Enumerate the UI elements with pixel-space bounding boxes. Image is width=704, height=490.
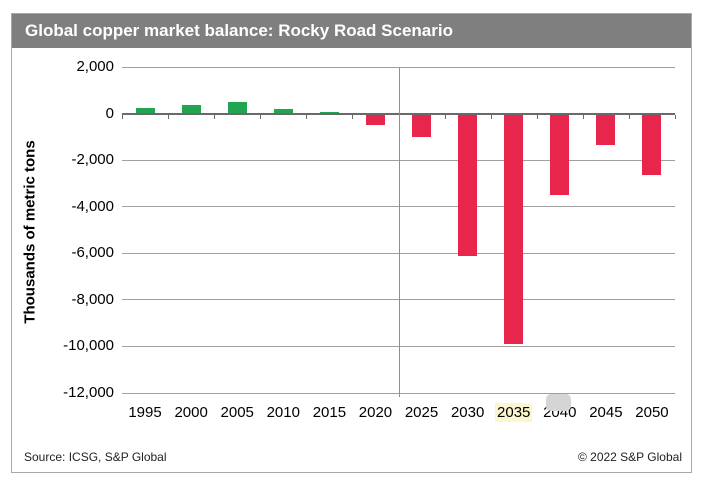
cursor-artifact [546, 394, 571, 411]
chart-title-bar: Global copper market balance: Rocky Road… [12, 14, 691, 48]
chart-card: Global copper market balance: Rocky Road… [11, 13, 692, 473]
copyright-note: © 2022 S&P Global [577, 450, 682, 464]
y-axis-title: Thousands of metric tons [21, 140, 39, 324]
source-note: Source: ICSG, S&P Global [24, 450, 167, 464]
